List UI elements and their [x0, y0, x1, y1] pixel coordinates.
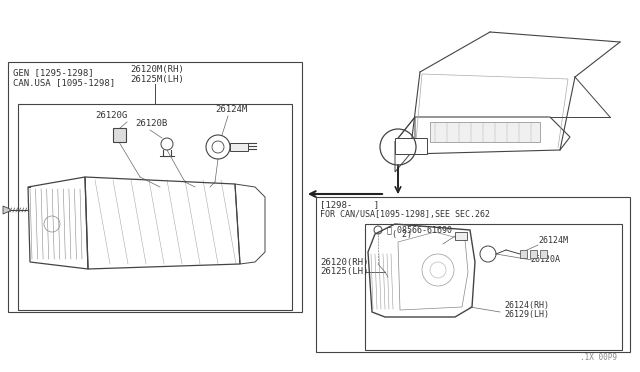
Bar	[530, 250, 537, 258]
Text: 26120M(RH): 26120M(RH)	[130, 65, 184, 74]
Text: FOR CAN/USA[1095-1298],SEE SEC.262: FOR CAN/USA[1095-1298],SEE SEC.262	[320, 210, 490, 219]
Bar	[365, 224, 622, 350]
Text: 26124(RH): 26124(RH)	[504, 301, 549, 310]
Text: 26129(LH): 26129(LH)	[504, 310, 549, 319]
Bar	[395, 138, 427, 154]
Text: Ⓝ 08566-61690: Ⓝ 08566-61690	[387, 225, 452, 234]
Text: .1X 00P9: .1X 00P9	[580, 353, 617, 362]
Bar	[113, 128, 126, 142]
Text: GEN [1295-1298]: GEN [1295-1298]	[13, 68, 93, 77]
Text: 26120G: 26120G	[95, 111, 127, 120]
Bar	[455, 232, 467, 240]
Text: 26120(RH): 26120(RH)	[320, 258, 369, 267]
Text: 26124M: 26124M	[538, 236, 568, 245]
Text: ( 2): ( 2)	[392, 230, 412, 239]
Bar	[520, 250, 527, 258]
Bar	[18, 104, 292, 310]
Bar	[230, 143, 248, 151]
Text: 26124M: 26124M	[215, 105, 247, 114]
Text: [1298-    ]: [1298- ]	[320, 200, 379, 209]
Bar	[8, 62, 302, 312]
Text: 26125M(LH): 26125M(LH)	[130, 75, 184, 84]
Polygon shape	[3, 206, 10, 214]
Bar	[540, 250, 547, 258]
Text: 26125(LH): 26125(LH)	[320, 267, 369, 276]
Bar	[316, 197, 630, 352]
Text: CAN.USA [1095-1298]: CAN.USA [1095-1298]	[13, 78, 115, 87]
Text: 26120B: 26120B	[135, 119, 167, 128]
Text: 26120A: 26120A	[530, 255, 560, 264]
Bar	[430, 122, 540, 142]
